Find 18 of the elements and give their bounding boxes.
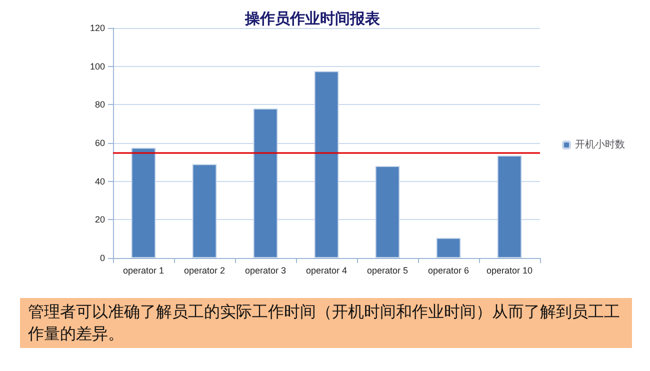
y-tick-label: 60 xyxy=(94,138,105,148)
y-tick-label: 20 xyxy=(94,214,105,225)
y-tick-label: 100 xyxy=(90,61,105,72)
x-tick-label: operator 2 xyxy=(184,266,226,276)
y-tick-label: 80 xyxy=(94,100,105,110)
x-tick-label: operator 4 xyxy=(306,266,348,276)
x-tick-label: operator 3 xyxy=(244,266,286,276)
x-tick-label: operator 1 xyxy=(122,266,164,276)
chart-title: 操作员作业时间报表 xyxy=(244,10,381,28)
x-tick-label: operator 10 xyxy=(486,266,533,276)
y-tick-label: 0 xyxy=(100,253,105,263)
x-tick-label: operator 5 xyxy=(366,266,408,276)
legend-label: 开机小时数 xyxy=(575,138,625,150)
y-tick-label: 40 xyxy=(94,176,105,186)
x-tick-label: operator 6 xyxy=(428,266,470,276)
y-tick-label: 120 xyxy=(90,23,105,33)
bar xyxy=(436,238,461,258)
text: 管理者可以准确了解员工的实际工作时间（开机时间和作业时间）从而了解到员工工作量的差异。 xyxy=(20,298,632,348)
